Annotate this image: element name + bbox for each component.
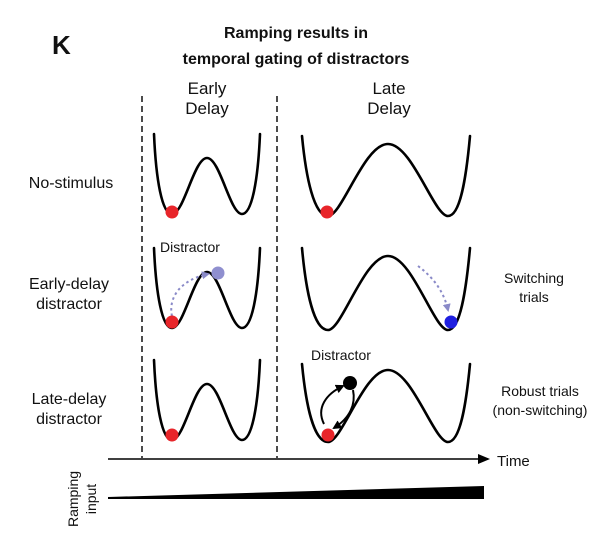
red-ball-early-distractor	[165, 315, 179, 329]
energy-well-late-late-distractor	[300, 362, 472, 444]
outcome-switching-line-1: Switching	[504, 270, 564, 286]
ramping-input-label-line-2: input	[83, 484, 99, 514]
column-header-early-line-2: Delay	[185, 99, 229, 118]
column-header-early-line-1: Early	[188, 79, 227, 98]
red-ball-late-no-stimulus	[320, 205, 334, 219]
column-header-late-line-1: Late	[372, 79, 405, 98]
panel-letter: K	[52, 30, 71, 60]
distractor-label-late: Distractor	[311, 347, 371, 363]
black-ball-distractor	[343, 376, 357, 390]
energy-well-late-early-distractor	[300, 246, 472, 332]
dotted-arrow-early-distractor	[170, 271, 210, 317]
column-header-late-line-2: Delay	[367, 99, 411, 118]
title-line-2: temporal gating of distractors	[183, 51, 410, 68]
ramping-input-wedge	[108, 486, 484, 499]
dotted-arrow-switching	[417, 265, 451, 312]
outcome-robust-line-1: Robust trials	[501, 383, 579, 399]
row-label-late-distractor-line-2: distractor	[36, 411, 102, 428]
red-ball-early-no-stimulus	[165, 205, 179, 219]
row-label-early-distractor-line-1: Early-delay	[29, 276, 109, 293]
red-ball-late-late-distractor	[321, 428, 335, 442]
outcome-switching-line-2: trials	[519, 289, 549, 305]
red-ball-early-late-distractor	[165, 428, 179, 442]
time-axis-label: Time	[497, 453, 530, 470]
ramping-input-label-line-1: Ramping	[65, 471, 81, 527]
distractor-label-early: Distractor	[160, 239, 220, 255]
row-label-no-stimulus: No-stimulus	[29, 175, 113, 192]
faded-ball-early-distractor	[211, 266, 225, 280]
row-label-early-distractor-line-2: distractor	[36, 296, 102, 313]
energy-well-early-no-stimulus	[152, 132, 262, 216]
arrow-up-to-distractor	[320, 384, 345, 425]
blue-ball-switching	[444, 315, 458, 329]
energy-well-early-late-distractor	[152, 358, 262, 442]
arrow-back-to-well	[332, 389, 355, 430]
row-label-late-distractor-line-1: Late-delay	[32, 391, 107, 408]
title-line-1: Ramping results in	[224, 25, 368, 42]
outcome-robust-line-2: (non-switching)	[493, 402, 588, 418]
energy-well-late-no-stimulus	[300, 134, 472, 218]
